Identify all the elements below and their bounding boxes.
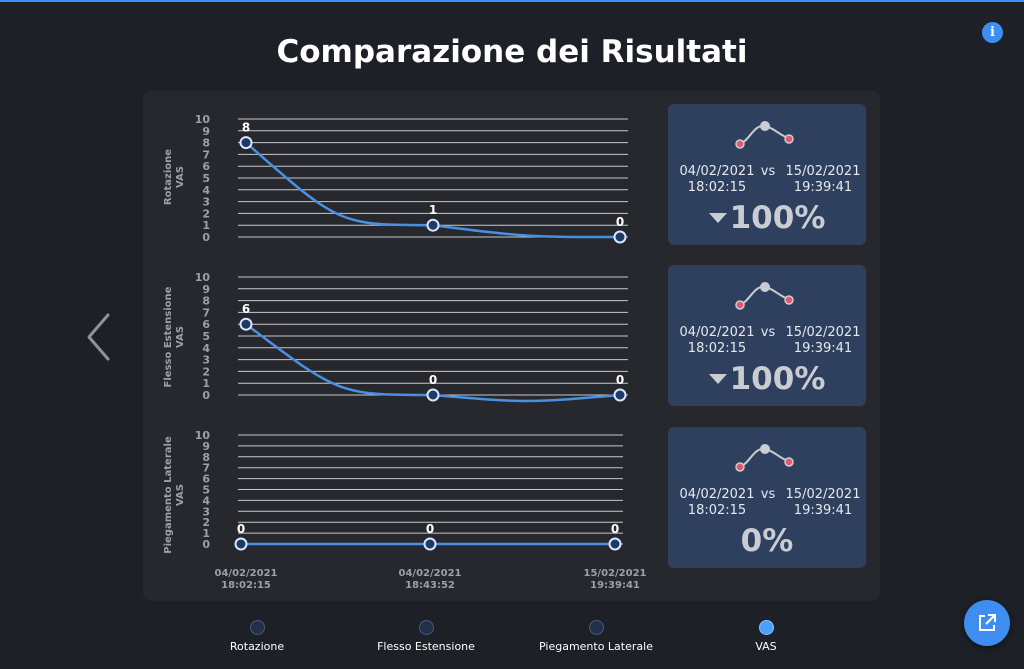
to-datetime: 15/02/2021 19:39:41 <box>785 164 861 195</box>
caret-down-icon <box>708 373 727 384</box>
data-label: 0 <box>611 522 619 536</box>
y-tick-label: 7 <box>202 462 210 475</box>
y-tick-label: 8 <box>202 137 210 150</box>
y-tick-label: 1 <box>202 219 210 232</box>
from-datetime: 04/02/2021 18:02:15 <box>679 325 755 356</box>
legend-dot[interactable] <box>758 620 774 635</box>
y-tick-label: 4 <box>202 184 210 197</box>
data-label: 8 <box>242 121 250 135</box>
x-tick-time: 18:02:15 <box>221 580 271 591</box>
y-tick-label: 6 <box>202 318 210 331</box>
data-point <box>426 388 440 402</box>
top-accent-line <box>0 0 1024 2</box>
x-tick-time: 19:39:41 <box>590 580 640 591</box>
y-tick-label: 6 <box>202 473 210 486</box>
y-tick-label: 8 <box>202 451 210 464</box>
y-tick-label: 4 <box>202 342 210 355</box>
y-tick-label: 3 <box>202 196 210 209</box>
x-tick-time: 18:43:52 <box>405 580 455 591</box>
from-datetime: 04/02/2021 18:02:15 <box>679 164 755 195</box>
share-button[interactable] <box>964 600 1010 646</box>
percent-change: 100% <box>668 361 866 397</box>
y-tick-label: 2 <box>202 207 210 220</box>
y-tick-label: 8 <box>202 295 210 308</box>
legend-flesso-estensione[interactable]: Flesso Estensione <box>346 620 506 653</box>
y-tick-label: 4 <box>202 494 210 507</box>
data-label: 1 <box>429 203 437 217</box>
vs-label: vs <box>760 164 776 179</box>
sparkline-icon <box>735 121 794 149</box>
y-tick-label: 10 <box>195 429 211 442</box>
y-tick-label: 5 <box>202 330 210 343</box>
data-label: 0 <box>616 373 624 387</box>
data-label: 0 <box>616 215 624 229</box>
data-label: 0 <box>237 522 245 536</box>
percent-change: 100% <box>668 200 866 236</box>
x-tick-date: 15/02/2021 <box>584 568 647 579</box>
data-point <box>423 537 437 551</box>
y-tick-label: 7 <box>202 306 210 319</box>
data-point <box>426 218 440 232</box>
y-tick-label: 1 <box>202 377 210 390</box>
legend-rotazione[interactable]: Rotazione <box>177 620 337 653</box>
data-label: 0 <box>429 373 437 387</box>
y-tick-label: 10 <box>195 271 211 284</box>
info-icon: i <box>990 25 995 40</box>
y-tick-label: 2 <box>202 365 210 378</box>
y-tick-label: 10 <box>195 113 211 126</box>
chart-1-ylabel: Rotazione VAS <box>163 148 186 206</box>
y-tick-label: 9 <box>202 283 210 296</box>
comparison-card-piegamento: 04/02/2021 18:02:15 vs 15/02/2021 19:39:41… <box>668 427 866 568</box>
legend-dot[interactable] <box>588 620 604 635</box>
y-tick-label: 5 <box>202 172 210 185</box>
y-tick-label: 6 <box>202 160 210 173</box>
legend-dot[interactable] <box>418 620 434 635</box>
data-point <box>608 537 622 551</box>
chevron-left-icon[interactable] <box>84 312 114 362</box>
legend-piegamento-laterale[interactable]: Piegamento Laterale <box>516 620 676 653</box>
data-point <box>239 136 253 150</box>
chart-3-ylabel: Piegamento Laterale VAS <box>163 436 186 554</box>
y-tick-label: 3 <box>202 354 210 367</box>
info-button[interactable]: i <box>982 22 1003 43</box>
y-tick-label: 0 <box>202 231 210 244</box>
sparkline-icon <box>735 444 794 472</box>
page-title: Comparazione dei Risultati <box>276 34 748 70</box>
legend-vas[interactable]: VAS <box>686 620 846 653</box>
vs-label: vs <box>760 325 776 340</box>
y-tick-label: 7 <box>202 148 210 161</box>
data-point <box>239 317 253 331</box>
caret-down-icon <box>708 212 727 223</box>
chart-2-ylabel: Flesso Estensione VAS <box>163 286 186 388</box>
data-label: 0 <box>426 522 434 536</box>
sparkline-icon <box>735 282 794 310</box>
external-link-icon <box>979 614 996 631</box>
data-point <box>234 537 248 551</box>
y-tick-label: 9 <box>202 440 210 453</box>
data-point <box>613 388 627 402</box>
vs-label: vs <box>760 487 776 502</box>
legend-dot[interactable] <box>249 620 265 635</box>
y-tick-label: 5 <box>202 484 210 497</box>
comparison-card-flesso: 04/02/2021 18:02:15 vs 15/02/2021 19:39:41… <box>668 265 866 406</box>
data-point <box>613 230 627 244</box>
to-datetime: 15/02/2021 19:39:41 <box>785 325 861 356</box>
y-tick-label: 0 <box>202 389 210 402</box>
x-tick-date: 04/02/2021 <box>215 568 278 579</box>
y-tick-label: 2 <box>202 516 210 529</box>
y-tick-label: 3 <box>202 505 210 518</box>
data-label: 6 <box>242 302 250 316</box>
comparison-card-rotazione: 04/02/2021 18:02:15 vs 15/02/2021 19:39:41… <box>668 104 866 245</box>
y-tick-label: 9 <box>202 125 210 138</box>
percent-change: 0% <box>740 523 794 559</box>
x-tick-date: 04/02/2021 <box>399 568 462 579</box>
to-datetime: 15/02/2021 19:39:41 <box>785 487 861 518</box>
y-tick-label: 1 <box>202 527 210 540</box>
from-datetime: 04/02/2021 18:02:15 <box>679 487 755 518</box>
y-tick-label: 0 <box>202 538 210 551</box>
